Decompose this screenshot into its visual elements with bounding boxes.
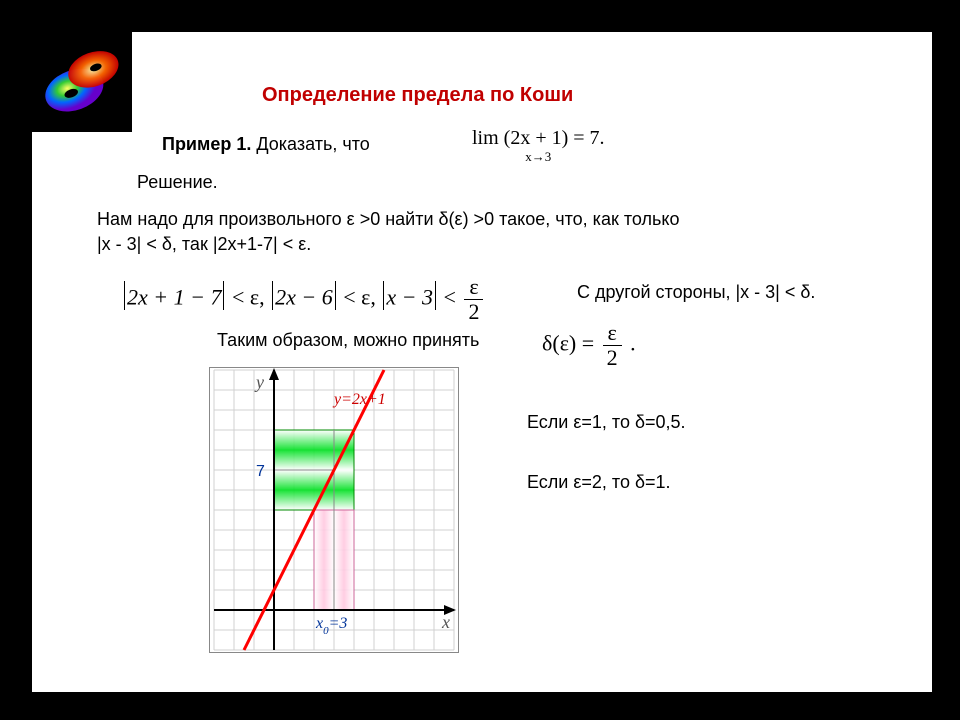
eps-example-1: Если ε=1, то δ=0,5. <box>527 412 686 433</box>
chart: y x y=2x+1 7 x0=3 <box>209 367 459 653</box>
para1-l2: |x - 3| < δ, так |2x+1-7| < ε. <box>97 234 311 254</box>
limit-top: lim (2x + 1) = 7. <box>472 127 605 149</box>
delta-lhs: δ(ε) = <box>542 331 600 356</box>
thus-text: Таким образом, можно принять <box>217 330 479 351</box>
delta-equation: δ(ε) = ε2 . <box>542 322 636 369</box>
svg-text:y: y <box>254 372 264 392</box>
delta-den: 2 <box>603 346 622 369</box>
svg-text:x0=3: x0=3 <box>315 615 347 637</box>
svg-text:7: 7 <box>256 463 265 480</box>
delta-end: . <box>630 331 636 356</box>
example-label: Пример 1. <box>162 134 251 154</box>
m1b: < ε, <box>226 285 270 310</box>
example-line: Пример 1. Доказать, что <box>162 134 370 155</box>
svg-text:y=2x+1: y=2x+1 <box>332 391 386 408</box>
m2b: < ε, <box>338 285 382 310</box>
frac-num: ε <box>464 276 483 300</box>
other-side: С другой стороны, |x - 3| < δ. <box>577 282 815 303</box>
slide: Определение предела по Коши Пример 1. До… <box>30 30 934 694</box>
solution-label: Решение. <box>137 172 218 193</box>
svg-text:x: x <box>441 612 450 632</box>
slide-title: Определение предела по Коши <box>262 84 573 107</box>
math-inequalities: 2x + 1 − 7 < ε, 2x − 6 < ε, x − 3 < ε2 <box>122 276 486 323</box>
thumbnail <box>32 32 132 132</box>
delta-num: ε <box>603 322 622 346</box>
frac-den: 2 <box>464 300 483 323</box>
m3: x − 3 <box>386 285 433 310</box>
example-text: Доказать, что <box>251 134 369 154</box>
para1-l1: Нам надо для произвольного ε >0 найти δ(… <box>97 209 679 229</box>
limit-expression: lim (2x + 1) = 7. x→3 <box>472 128 605 163</box>
m3b: < <box>438 285 461 310</box>
m2: 2x − 6 <box>275 285 333 310</box>
m1: 2x + 1 − 7 <box>127 285 221 310</box>
paragraph-1: Нам надо для произвольного ε >0 найти δ(… <box>97 207 902 257</box>
eps-example-2: Если ε=2, то δ=1. <box>527 472 671 493</box>
limit-sub: x→3 <box>472 150 605 163</box>
